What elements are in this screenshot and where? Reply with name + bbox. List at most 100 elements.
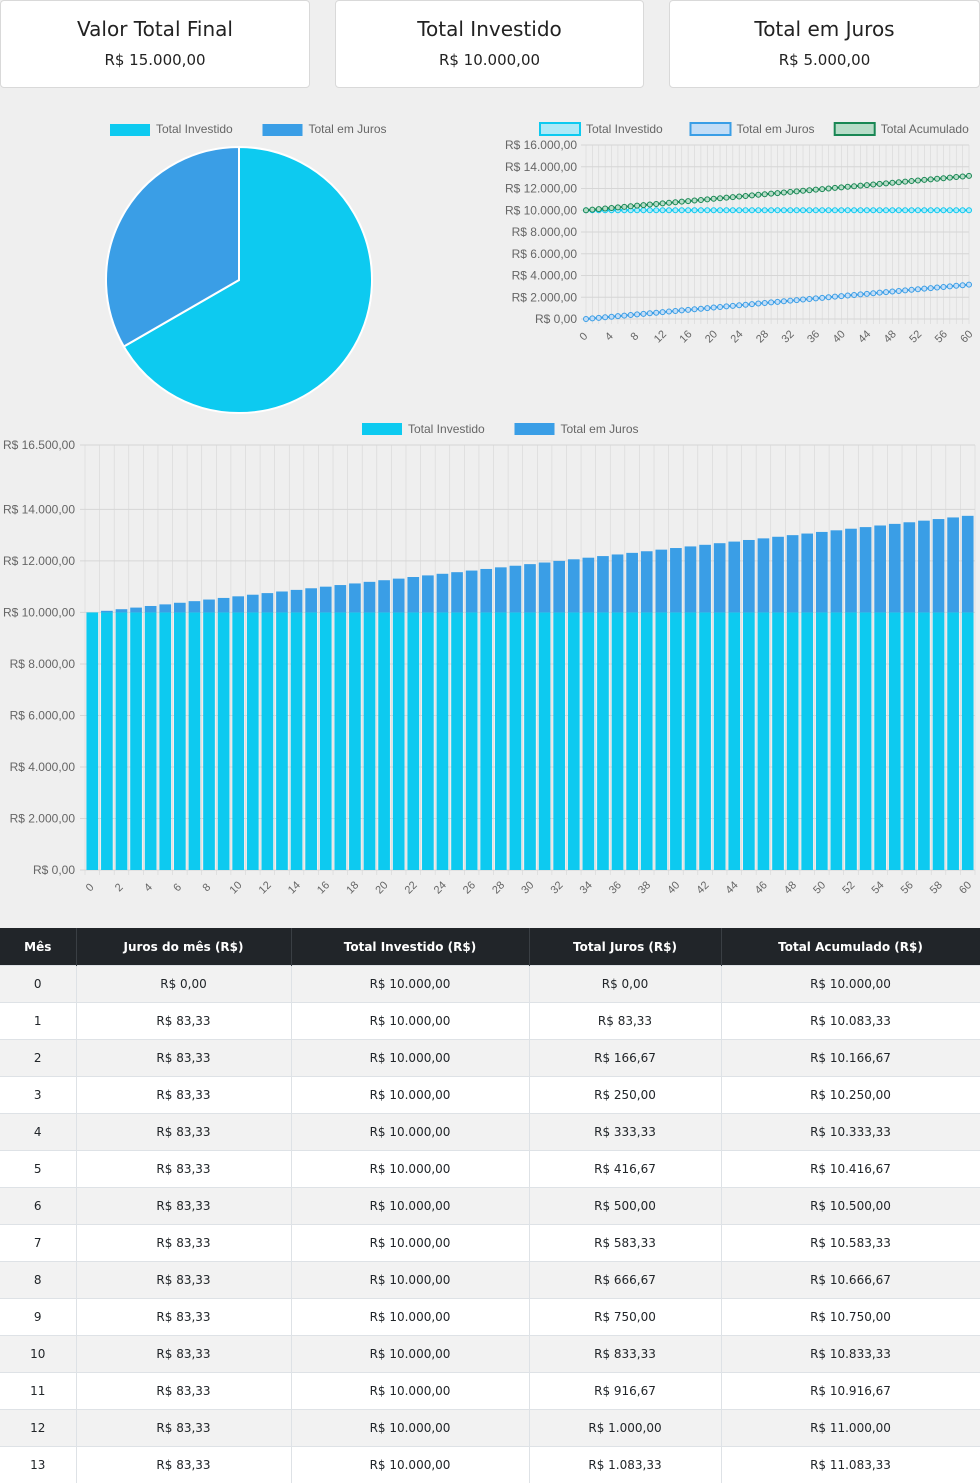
data-point [832,208,837,213]
table-cell: R$ 750,00 [529,1299,721,1336]
y-tick-label: R$ 0,00 [535,312,577,326]
bar-segment [422,575,434,612]
data-point [666,208,671,213]
data-point [852,292,857,297]
card-value: R$ 10.000,00 [336,51,643,69]
data-point [967,282,972,287]
table-cell: R$ 83,33 [76,1188,291,1225]
data-point [775,191,780,196]
table-cell: R$ 916,67 [529,1373,721,1410]
data-point [922,177,927,182]
x-tick-label: 22 [403,879,420,896]
data-point [884,181,889,186]
data-point [877,181,882,186]
bar-segment [874,612,886,870]
data-point [647,208,652,213]
data-point [858,292,863,297]
table-cell: R$ 10.000,00 [291,1077,529,1114]
data-point [935,285,940,290]
legend-label: Total Investido [408,422,485,436]
table-cell: R$ 10.333,33 [721,1114,980,1151]
table-cell: R$ 10.000,00 [291,1447,529,1483]
data-point [622,204,627,209]
data-point [615,314,620,319]
table-cell: R$ 10.000,00 [721,966,980,1003]
bar-segment [174,612,186,870]
bar-segment [947,612,959,870]
table-cell: R$ 833,33 [529,1336,721,1373]
data-point [954,208,959,213]
bar-segment [597,612,609,870]
data-point [762,192,767,197]
bar-segment [232,612,244,870]
y-tick-label: R$ 0,00 [33,863,75,877]
table-cell: R$ 10.000,00 [291,1188,529,1225]
bar-segment [772,612,784,870]
data-point [807,296,812,301]
bar-segment [831,530,843,612]
data-point [596,315,601,320]
bar-segment [101,612,113,870]
bar-segment [159,612,171,870]
data-point [692,307,697,312]
bar-segment [816,532,828,612]
data-point [832,185,837,190]
data-point [705,208,710,213]
x-tick-label: 32 [780,328,797,345]
bar-segment [437,574,449,613]
bar-segment [510,612,522,870]
data-point [884,290,889,295]
data-point [775,208,780,213]
x-tick-label: 60 [958,328,975,345]
bar-segment [116,609,128,612]
bar-segment [933,519,945,612]
data-point [954,283,959,288]
legend-label: Total Investido [586,122,663,136]
data-point [666,309,671,314]
data-point [967,173,972,178]
table-cell: R$ 83,33 [76,1410,291,1447]
table-cell: 10 [0,1336,76,1373]
table-cell: R$ 10.083,33 [721,1003,980,1040]
x-tick-label: 32 [548,879,565,896]
data-point [737,194,742,199]
x-tick-label: 12 [257,879,274,896]
table-cell: R$ 83,33 [76,1114,291,1151]
bar-segment [539,612,551,870]
data-point [896,208,901,213]
x-tick-label: 12 [652,328,669,345]
bar-segment [670,612,682,870]
bar-segment [787,535,799,612]
bar-segment [743,612,755,870]
bar-segment [189,612,201,870]
table-cell: R$ 10.416,67 [721,1151,980,1188]
x-tick-label: 24 [729,328,746,345]
data-point [826,295,831,300]
y-tick-label: R$ 14.000,00 [3,502,75,516]
data-point [718,208,723,213]
bar-segment [845,612,857,870]
x-tick-label: 2 [113,881,126,894]
bar-segment [758,612,770,870]
data-point [737,303,742,308]
bar-segment [904,612,916,870]
table-cell: R$ 83,33 [76,1336,291,1373]
data-point [794,298,799,303]
table-cell: 4 [0,1114,76,1151]
table-cell: 7 [0,1225,76,1262]
table-cell: 13 [0,1447,76,1483]
legend-swatch [691,123,731,135]
legend-swatch [110,124,150,136]
card-title: Valor Total Final [1,17,309,41]
bar-segment [568,559,580,612]
data-point [915,287,920,292]
bar-segment [772,537,784,613]
bar-segment [320,612,332,870]
table-cell: R$ 10.000,00 [291,1003,529,1040]
data-point [590,316,595,321]
bar-segment [728,542,740,613]
card-title: Total em Juros [670,17,979,41]
data-point [749,193,754,198]
